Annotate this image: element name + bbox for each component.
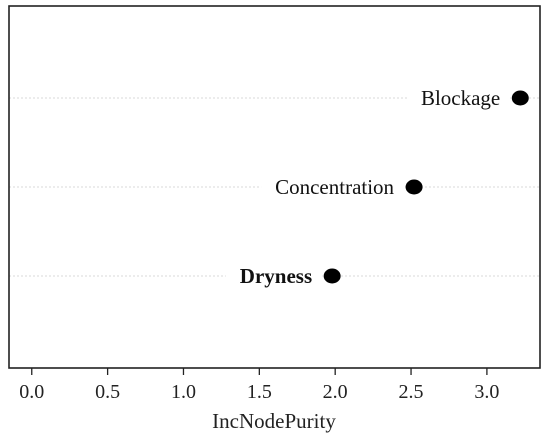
point-label-2: Dryness	[240, 264, 312, 288]
x-tick-label-6: 3.0	[474, 381, 499, 403]
point-label-bg-1	[261, 173, 405, 201]
point-label-1: Concentration	[275, 175, 394, 199]
x-tick-label-2: 1.0	[171, 381, 196, 403]
data-point-1	[405, 179, 423, 195]
x-tick-label-0: 0.0	[19, 381, 44, 403]
data-point-0	[511, 90, 529, 106]
x-axis-label: IncNodePurity	[212, 409, 336, 433]
point-label-0: Blockage	[421, 86, 500, 110]
x-tick-label-5: 2.5	[399, 381, 424, 403]
x-tick-label-1: 0.5	[95, 381, 120, 403]
plot-frame	[8, 5, 541, 369]
data-point-2	[323, 268, 341, 284]
x-tick-label-4: 2.0	[323, 381, 348, 403]
point-label-bg-0	[406, 84, 511, 112]
data-points: Blockage Concentration Dryness	[225, 84, 529, 290]
point-label-bg-2	[225, 262, 323, 290]
x-axis: 0.0 0.5 1.0 1.5 2.0 2.5 3.0	[19, 368, 499, 403]
x-tick-label-3: 1.5	[247, 381, 272, 403]
